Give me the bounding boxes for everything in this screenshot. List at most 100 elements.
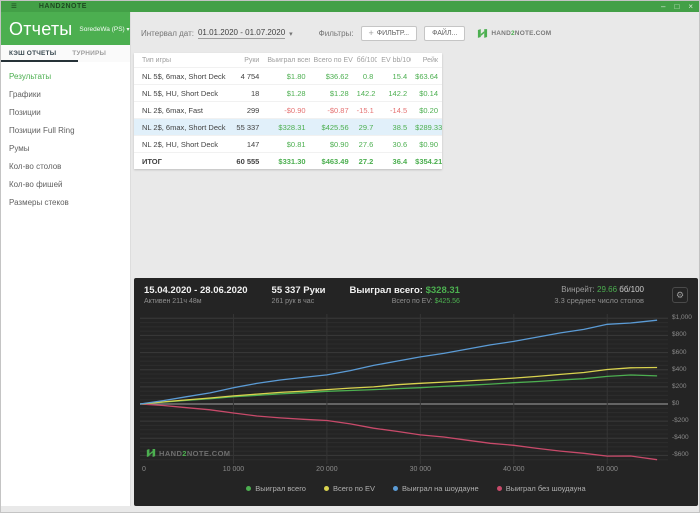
table-cell: 36.4	[377, 153, 411, 170]
table-cell: $1.28	[263, 85, 309, 102]
x-axis-labels: 010 00020 00030 00040 00050 000	[140, 466, 668, 476]
table-cell: 15.4	[377, 68, 411, 85]
table-cell: 27.2	[353, 153, 378, 170]
tab-tournaments[interactable]: ТУРНИРЫ	[64, 45, 114, 62]
legend-item[interactable]: Всего по EV	[324, 484, 375, 493]
sidebar-item[interactable]: Графики	[1, 85, 130, 103]
table-cell: $354.21	[411, 153, 442, 170]
file-button[interactable]: ФАЙЛ...	[424, 26, 465, 41]
table-cell: -$0.90	[263, 102, 309, 119]
active-time: Активен 211ч 48м	[144, 298, 248, 305]
x-tick-label: 50 000	[597, 466, 618, 473]
table-cell: 29.7	[353, 119, 378, 136]
winnings-line-chart	[140, 314, 668, 464]
table-cell: 55 337	[229, 119, 263, 136]
table-cell: $0.20	[411, 102, 442, 119]
table-cell: $1.28	[310, 85, 353, 102]
watermark-text: HAND2NOTE.COM	[159, 449, 230, 458]
account-selector[interactable]: SoredeWa (PS) ▾	[79, 26, 129, 33]
window-controls: – □ ×	[661, 1, 693, 12]
account-name: SoredeWa (PS)	[79, 26, 124, 33]
legend-label: Выиграл всего	[255, 484, 306, 493]
titlebar: ≡ HAND2NOTE – □ ×	[1, 1, 699, 12]
sidebar-item[interactable]: Кол-во столов	[1, 157, 130, 175]
legend-dot-icon	[497, 486, 502, 491]
y-tick-label: $200	[672, 383, 686, 390]
table-cell: -14.5	[377, 102, 411, 119]
column-header[interactable]: Рейк	[411, 53, 442, 68]
legend-item[interactable]: Выиграл на шоудауне	[393, 484, 479, 493]
date-range-selector[interactable]: 01.01.2020 - 01.07.2020 ▾	[198, 28, 293, 39]
table-cell: -$0.87	[310, 102, 353, 119]
sidebar-header: Отчеты SoredeWa (PS) ▾	[1, 12, 130, 45]
legend-label: Всего по EV	[333, 484, 375, 493]
hands-per-hour: 261 рук в час	[272, 298, 326, 305]
hand2note-logo-icon	[477, 28, 488, 39]
table-cell: $0.14	[411, 85, 442, 102]
chevron-down-icon: ▾	[127, 27, 130, 33]
gear-icon[interactable]: ⚙	[672, 287, 688, 303]
chart-legend: Выиграл всего Всего по EV Выиграл на шоуда…	[134, 484, 698, 493]
table-cell: $63.64	[411, 68, 442, 85]
tab-cash-reports[interactable]: КЭШ ОТЧЕТЫ	[1, 45, 64, 62]
table-cell: 27.6	[353, 136, 378, 153]
app-window: ≡ HAND2NOTE – □ × Отчеты SoredeWa (PS) ▾…	[0, 0, 700, 513]
date-range-value: 01.01.2020 - 01.07.2020	[198, 28, 285, 39]
legend-item[interactable]: Выиграл без шоудауна	[497, 484, 586, 493]
stat-winrate: Винрейт: 29.66 бб/100 3.3 среднее число …	[554, 285, 648, 314]
table-row[interactable]: NL 5$, 6max, Short Deck4 754$1.80$36.620…	[134, 68, 442, 85]
x-tick-label: 0	[142, 466, 146, 473]
table-row[interactable]: NL 2$, HU, Short Deck147$0.81$0.9027.630…	[134, 136, 442, 153]
column-header[interactable]: Выиграл всего	[263, 53, 309, 68]
close-button[interactable]: ×	[688, 3, 693, 11]
column-header[interactable]: Руки	[229, 53, 263, 68]
avg-tables: 3.3 среднее число столов	[554, 296, 644, 305]
hands-count: 55 337 Руки	[272, 285, 326, 296]
table-cell: $328.31	[263, 119, 309, 136]
y-tick-label: $0	[672, 400, 679, 407]
hamburger-menu-icon[interactable]: ≡	[11, 2, 17, 12]
file-button-label: ФАЙЛ...	[432, 30, 457, 37]
table-cell: 18	[229, 85, 263, 102]
hand2note-brand-link[interactable]: HAND2NOTE.COM	[477, 28, 551, 39]
table-row[interactable]: NL 2$, 6max, Short Deck55 337$328.31$425…	[134, 119, 442, 136]
minimize-button[interactable]: –	[661, 3, 665, 11]
sidebar-item[interactable]: Результаты	[1, 67, 130, 85]
table-cell: NL 2$, 6max, Fast	[134, 102, 229, 119]
add-filter-button[interactable]: + ФИЛЬТР...	[361, 26, 418, 41]
sidebar-tabs: КЭШ ОТЧЕТЫ ТУРНИРЫ	[1, 45, 130, 62]
table-cell: $331.30	[263, 153, 309, 170]
table-body: NL 5$, 6max, Short Deck4 754$1.80$36.620…	[134, 68, 442, 170]
table-row[interactable]: ИТОГ60 555$331.30$463.4927.236.4$354.21	[134, 153, 442, 170]
toolbar: Интервал дат: 01.01.2020 - 01.07.2020 ▾ …	[141, 26, 551, 41]
legend-item[interactable]: Выиграл всего	[246, 484, 306, 493]
chart-plot	[140, 314, 668, 464]
maximize-button[interactable]: □	[674, 3, 679, 11]
legend-label: Выиграл без шоудауна	[506, 484, 586, 493]
table-cell: NL 2$, HU, Short Deck	[134, 136, 229, 153]
brand-text: HAND2NOTE.COM	[491, 30, 551, 37]
y-tick-label: -$400	[672, 434, 689, 441]
sidebar-item[interactable]: Кол-во фишей	[1, 175, 130, 193]
table-cell: $425.56	[310, 119, 353, 136]
table-cell: $0.90	[310, 136, 353, 153]
table-row[interactable]: NL 5$, HU, Short Deck18$1.28$1.28142.214…	[134, 85, 442, 102]
sidebar-item[interactable]: Размеры стеков	[1, 193, 130, 211]
table-cell: 60 555	[229, 153, 263, 170]
results-table: Тип игрыРукиВыиграл всегоВсего по EVбб/1…	[134, 53, 442, 169]
x-tick-label: 30 000	[410, 466, 431, 473]
table-cell: $1.80	[263, 68, 309, 85]
sidebar-item[interactable]: Румы	[1, 139, 130, 157]
column-header[interactable]: Тип игры	[134, 53, 229, 68]
window-title: HAND2NOTE	[39, 3, 87, 10]
column-header[interactable]: EV bb/100	[377, 53, 411, 68]
table-row[interactable]: NL 2$, 6max, Fast299-$0.90-$0.87-15.1-14…	[134, 102, 442, 119]
table-cell: 30.6	[377, 136, 411, 153]
date-interval-label: Интервал дат:	[141, 29, 194, 38]
sidebar-item[interactable]: Позиции Full Ring	[1, 121, 130, 139]
column-header[interactable]: бб/100	[353, 53, 378, 68]
sidebar-item[interactable]: Позиции	[1, 103, 130, 121]
column-header[interactable]: Всего по EV	[310, 53, 353, 68]
plus-icon: +	[369, 30, 374, 37]
chart-panel: 15.04.2020 - 28.06.2020 Активен 211ч 48м…	[134, 278, 698, 506]
